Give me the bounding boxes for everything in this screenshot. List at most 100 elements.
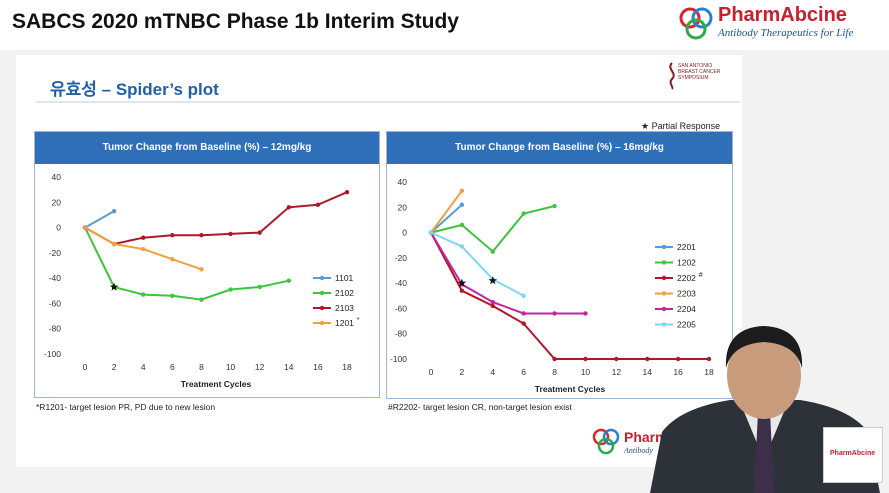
data-point-1202 — [459, 222, 465, 228]
brand-logo-icon — [679, 7, 713, 40]
y-tick-label: -100 — [390, 354, 407, 364]
chart-panel-12mg: Tumor Change from Baseline (%) – 12mg/kg… — [34, 131, 380, 398]
data-point-2205 — [428, 230, 434, 235]
y-tick-label: 40 — [398, 177, 408, 187]
legend-label-1201: 1201 — [335, 318, 354, 328]
data-point-1101 — [111, 208, 117, 214]
data-point-2102 — [286, 278, 291, 283]
partial-response-star — [109, 282, 119, 291]
data-point-2202 — [459, 288, 465, 293]
sabcs-logo-icon — [669, 62, 675, 90]
legend-label-2202: 2202 — [677, 273, 696, 283]
x-tick-label: 4 — [141, 362, 146, 372]
camera-brand-logo: PharmAbcine — [823, 427, 883, 483]
data-point-2103 — [170, 232, 175, 238]
data-point-1202 — [521, 211, 526, 216]
chart-title-12mg: Tumor Change from Baseline (%) – 12mg/kg — [35, 132, 379, 164]
data-point-1201 — [111, 241, 117, 247]
data-point-2205 — [521, 293, 526, 298]
data-point-2202 — [521, 321, 526, 326]
brand-name: PharmAbcine — [718, 4, 847, 26]
legend-label-2201: 2201 — [677, 242, 696, 252]
legend-marker-1101 — [319, 275, 325, 281]
data-point-2103 — [286, 205, 291, 210]
data-point-2202 — [614, 356, 619, 362]
data-point-1201 — [170, 256, 175, 262]
y-tick-label: 40 — [52, 172, 62, 182]
y-tick-label: -80 — [49, 324, 62, 334]
top-bar: SABCS 2020 mTNBC Phase 1b Interim Study … — [0, 0, 889, 50]
partial-response-note: ★ Partial Response — [641, 121, 721, 131]
legend-marker-1201 — [319, 320, 325, 326]
legend-marker-2103 — [319, 305, 325, 311]
legend-marker-2201 — [661, 244, 667, 250]
page-title: SABCS 2020 mTNBC Phase 1b Interim Study — [12, 10, 459, 33]
data-point-2103 — [315, 202, 321, 208]
y-tick-label: 0 — [402, 228, 407, 238]
data-point-1202 — [490, 249, 495, 254]
y-tick-label: 0 — [56, 223, 61, 233]
bottom-brand-logo: Pharm Antibody — [590, 424, 668, 464]
data-point-1201 — [199, 267, 204, 272]
partial-response-star — [488, 276, 498, 285]
bottom-brand-tagline: Antibody — [624, 446, 653, 455]
legend-label-1101: 1101 — [335, 273, 354, 283]
legend-marker-2202 — [661, 275, 667, 281]
data-point-2202 — [490, 303, 495, 309]
legend-label-2103: 2103 — [335, 303, 354, 313]
data-point-1201 — [82, 225, 88, 230]
y-tick-label: -60 — [395, 303, 408, 313]
data-point-1201 — [141, 246, 146, 252]
y-tick-label: -20 — [395, 253, 408, 263]
x-tick-label: 14 — [642, 367, 652, 377]
brand-logo: PharmAbcine Antibody Therapeutics for Li… — [676, 2, 886, 46]
y-tick-label: -100 — [44, 349, 61, 359]
data-point-1202 — [552, 203, 557, 209]
data-point-2205 — [459, 244, 465, 249]
chart-16mg: 40 20 0 -20 -40 -60 -80 -100 0 2 4 6 8 10 12 14 16 18 Trea… — [390, 177, 714, 394]
data-point-2102 — [257, 284, 262, 290]
footnote-16mg: #R2202- target lesion CR, non-target les… — [388, 402, 572, 412]
data-point-2103 — [141, 235, 146, 240]
x-tick-label: 16 — [313, 362, 323, 372]
x-tick-label: 6 — [521, 367, 526, 377]
data-point-2103 — [228, 231, 233, 237]
x-tick-label: 10 — [581, 367, 591, 377]
legend-marker-1202 — [661, 260, 667, 265]
sabcs-logo-text: SAN ANTONIO BREAST CANCER SYMPOSIUM — [678, 63, 721, 81]
data-point-2103 — [257, 230, 262, 235]
x-tick-label: 4 — [490, 367, 495, 377]
presenter-hair — [725, 326, 803, 368]
data-point-2202 — [706, 356, 712, 362]
series-line-1101 — [84, 210, 115, 229]
y-tick-label: -20 — [49, 248, 62, 258]
x-tick-label: 14 — [284, 362, 294, 372]
y-tick-label: -40 — [49, 273, 62, 283]
x-tick-label: 10 — [226, 362, 236, 372]
legend-marker-2205 — [661, 322, 667, 327]
slide: 유효성 – Spider’s plot SAN ANTONIO BREAST C… — [16, 55, 742, 467]
legend-footnote-mark-1201: * — [357, 317, 360, 324]
x-tick-label: 8 — [552, 367, 557, 377]
data-point-2102 — [141, 292, 146, 297]
legend-label-1202: 1202 — [677, 258, 696, 268]
data-point-2202 — [583, 356, 588, 362]
series-line-2202 — [430, 232, 709, 360]
legend-label-2204: 2204 — [677, 304, 696, 314]
bottom-brand-logo-icon — [592, 428, 620, 455]
chart-title-16mg: Tumor Change from Baseline (%) – 16mg/kg — [387, 132, 732, 164]
data-point-2204 — [583, 311, 588, 316]
x-tick-label: 0 — [429, 367, 434, 377]
camera-brand-name: PharmAbcine — [830, 450, 876, 457]
data-point-2103 — [344, 189, 350, 195]
presenter-tie — [754, 412, 774, 493]
x-tick-label: 2 — [112, 362, 117, 372]
data-point-2102 — [170, 293, 175, 299]
series-line-2103 — [84, 191, 348, 246]
series-line-2102 — [84, 227, 290, 301]
data-point-2102 — [228, 287, 233, 292]
data-point-2201 — [459, 202, 465, 207]
data-point-2204 — [552, 311, 557, 316]
series-line-2205 — [430, 231, 525, 297]
presenter-face — [727, 331, 801, 419]
